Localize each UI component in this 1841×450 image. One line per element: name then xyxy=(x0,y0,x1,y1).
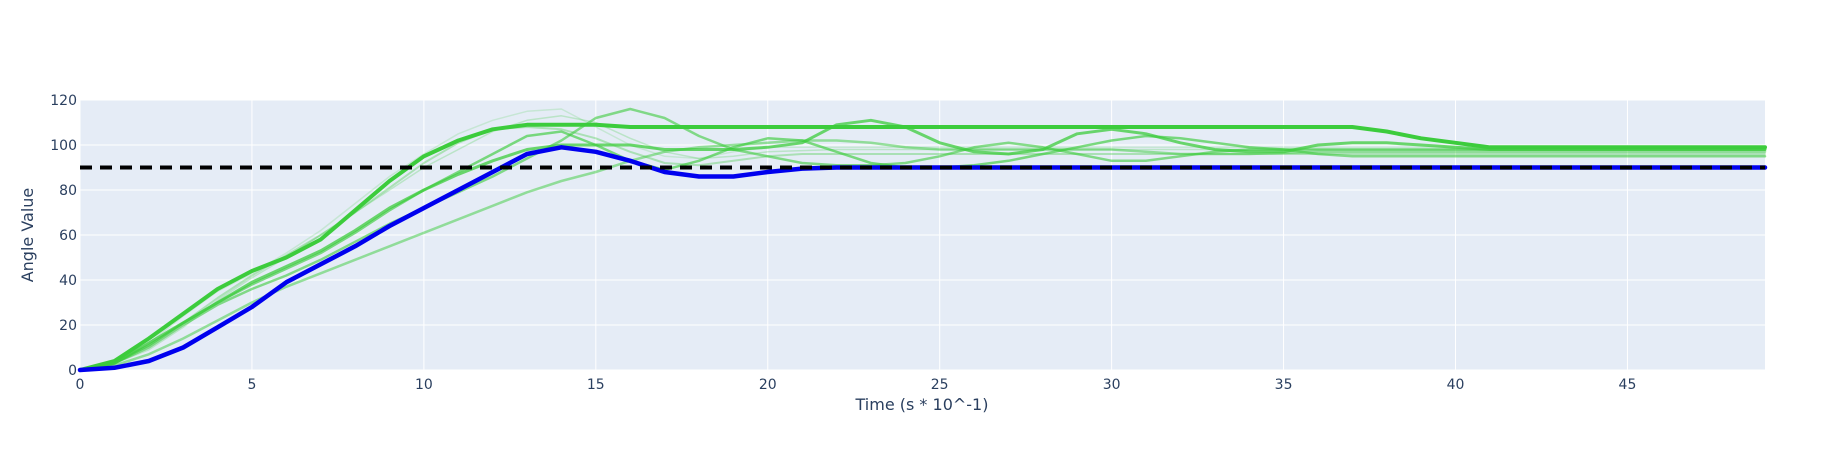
y-tick-label: 40 xyxy=(59,273,77,289)
green-series-line-6 xyxy=(78,130,1767,372)
x-tick-label: 0 xyxy=(76,377,85,393)
y-tick-label: 60 xyxy=(59,228,77,244)
x-tick-label: 5 xyxy=(247,377,256,393)
y-tick-label: 20 xyxy=(59,318,77,334)
y-tick-label: 0 xyxy=(68,363,77,379)
y-tick-label: 80 xyxy=(59,183,77,199)
green-series-line-8 xyxy=(78,122,1767,372)
y-axis-ticks: 0 20 40 60 80 100 120 xyxy=(50,93,77,379)
x-tick-label: 40 xyxy=(1447,377,1465,393)
x-axis-ticks: 0 5 10 15 20 25 30 35 40 45 xyxy=(76,377,1637,393)
data-series xyxy=(77,107,1768,373)
y-tick-label: 100 xyxy=(50,138,77,154)
green-series-line-5 xyxy=(78,107,1767,372)
x-tick-label: 20 xyxy=(759,377,777,393)
x-tick-label: 25 xyxy=(931,377,949,393)
green-series-line-7 xyxy=(78,118,1767,372)
x-tick-label: 10 xyxy=(415,377,433,393)
blue-series-line xyxy=(77,145,1768,373)
x-tick-label: 45 xyxy=(1619,377,1637,393)
x-tick-label: 35 xyxy=(1275,377,1293,393)
green-series-line-1 xyxy=(79,108,1766,371)
x-axis-title: Time (s * 10^-1) xyxy=(855,395,989,414)
y-tick-label: 120 xyxy=(50,93,77,109)
y-axis-title: Angle Value xyxy=(18,188,37,283)
x-tick-label: 15 xyxy=(587,377,605,393)
x-tick-label: 30 xyxy=(1103,377,1121,393)
grid-lines xyxy=(79,99,1765,371)
